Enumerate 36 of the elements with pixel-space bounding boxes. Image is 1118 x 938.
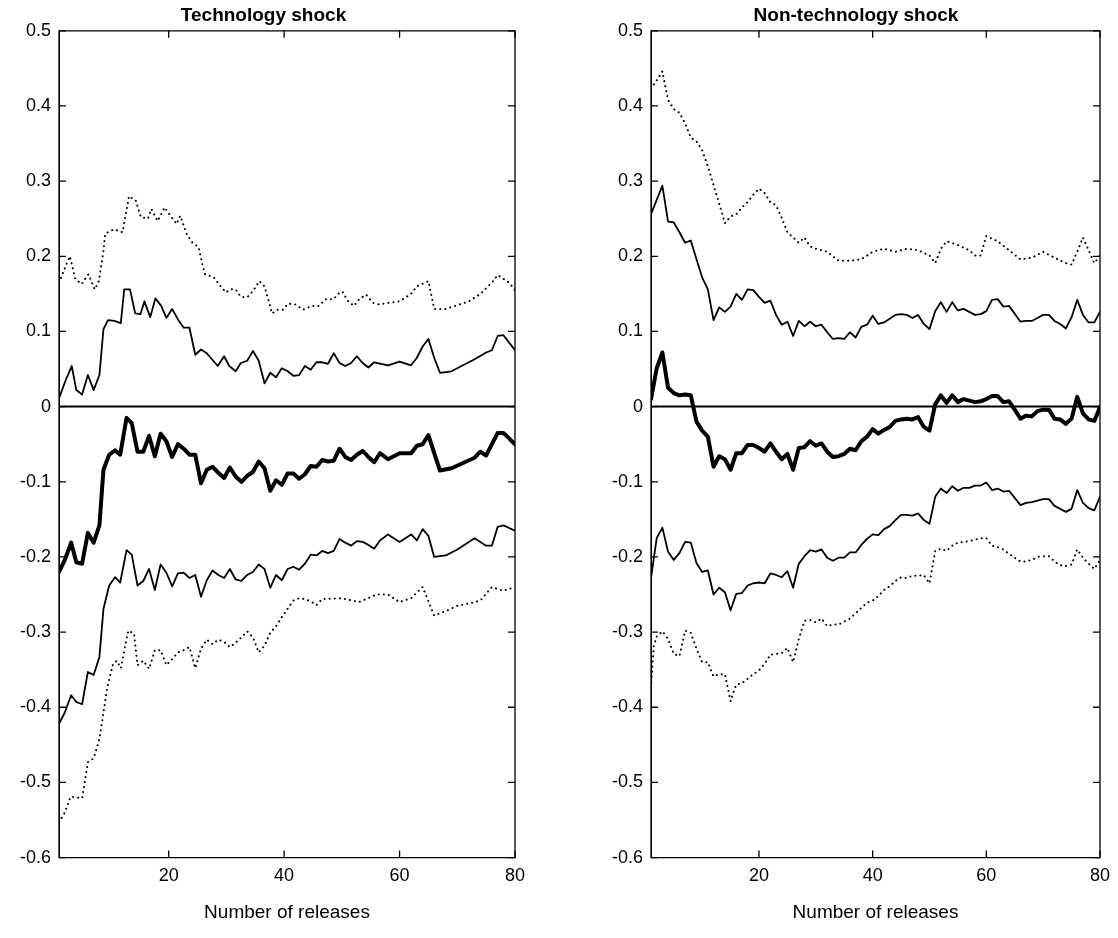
y-tick-label: -0.1	[19, 470, 52, 491]
x-axis-title: Number of releases	[204, 900, 370, 922]
y-tick-label: 0.3	[25, 170, 52, 191]
chart-title: Technology shock	[180, 3, 347, 25]
y-tick-label: -0.6	[19, 846, 52, 867]
y-tick-label: 0.2	[617, 245, 644, 266]
y-tick-label: 0.2	[25, 245, 52, 266]
x-tick-label: 60	[389, 865, 410, 886]
y-tick-label: -0.4	[611, 696, 644, 717]
y-tick-label: -0.2	[19, 545, 52, 566]
y-tick-label: -0.5	[611, 771, 644, 792]
y-tick-label: 0.5	[617, 19, 644, 40]
y-tick-label: -0.5	[19, 771, 52, 792]
y-tick-label: 0	[633, 395, 644, 416]
y-tick-label: 0.4	[617, 94, 644, 115]
x-tick-label: 20	[158, 865, 179, 886]
y-tick-label: 0.1	[25, 320, 52, 341]
x-axis-title: Number of releases	[792, 900, 959, 922]
y-tick-label: 0.1	[617, 320, 644, 341]
x-tick-label: 60	[976, 865, 997, 886]
y-tick-label: 0.4	[25, 94, 52, 115]
x-tick-label: 40	[862, 865, 883, 886]
y-tick-label: -0.2	[611, 545, 644, 566]
x-tick-label: 40	[274, 865, 295, 886]
x-tick-label: 80	[1089, 865, 1110, 886]
y-tick-label: 0	[41, 395, 52, 416]
y-tick-label: -0.6	[611, 846, 644, 867]
y-tick-label: -0.4	[19, 696, 52, 717]
chart-title: Non-technology shock	[753, 3, 959, 25]
x-tick-label: 20	[748, 865, 770, 886]
y-tick-label: 0.5	[25, 19, 52, 40]
y-tick-label: 0.3	[617, 170, 644, 191]
y-tick-label: -0.1	[611, 470, 644, 491]
y-tick-label: -0.3	[611, 621, 644, 642]
y-tick-label: -0.3	[19, 621, 52, 642]
x-tick-label: 80	[504, 865, 526, 886]
